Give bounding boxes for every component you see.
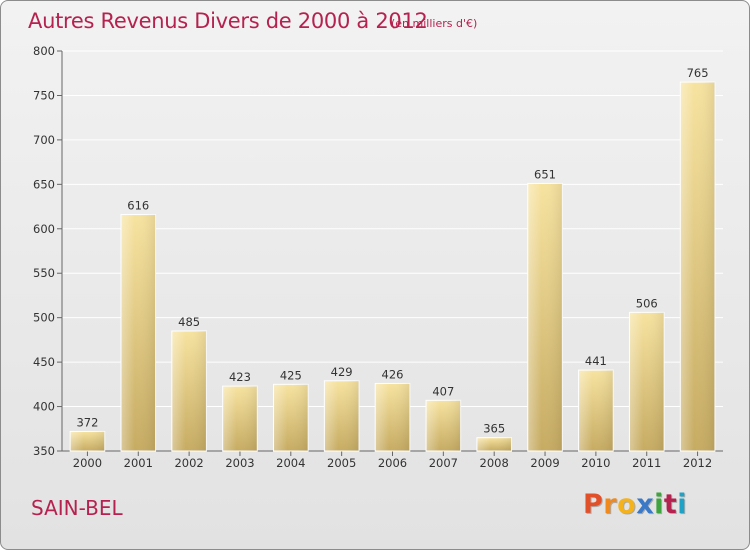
bar-shade-2005 <box>324 380 359 451</box>
data-label-2004: 425 <box>280 368 302 382</box>
axes: 350 400 450 500 550 600 650 700 750 800 2000 2001 20… <box>33 44 723 470</box>
y-tick-label: 450 <box>33 355 55 369</box>
data-label-2012: 765 <box>687 66 709 80</box>
x-tick-label-2008: 2008 <box>480 456 509 470</box>
logo-letter: x <box>636 489 655 520</box>
y-tick-label: 400 <box>33 400 55 414</box>
y-tick-label: 750 <box>33 88 55 102</box>
logo-letter: t <box>663 489 678 520</box>
chart-subtitle: (en milliers d'€) <box>391 17 478 30</box>
bars <box>69 81 716 452</box>
data-label-2001: 616 <box>127 199 149 213</box>
logo-letter: r <box>603 489 618 520</box>
bar-shade-2001 <box>120 214 156 451</box>
x-tick-label-2002: 2002 <box>174 456 203 470</box>
x-tick-label-2012: 2012 <box>683 456 712 470</box>
data-label-2007: 407 <box>432 384 454 398</box>
y-tick-label: 550 <box>33 266 55 280</box>
x-tick-label-2000: 2000 <box>73 456 102 470</box>
data-label-2005: 429 <box>331 365 353 379</box>
y-tick-label: 500 <box>33 311 55 325</box>
x-tick-label-2004: 2004 <box>276 456 305 470</box>
chart-title: Autres Revenus Divers de 2000 à 2012 <box>28 9 428 33</box>
x-tick-label-2003: 2003 <box>225 456 254 470</box>
data-label-2010: 441 <box>585 354 607 368</box>
bar-shade-2004 <box>273 384 309 451</box>
commune-name: SAIN-BEL <box>31 496 123 520</box>
bar-shade-2010 <box>578 370 614 451</box>
bar-shade-2011 <box>629 312 665 451</box>
proxiti-logo[interactable]: Proxiti <box>583 489 687 520</box>
y-tick-label: 600 <box>33 222 55 236</box>
labels: 372 616 485 423 425 429 426 407 365 651 441 506 765 <box>76 66 708 436</box>
data-label-2003: 423 <box>229 370 251 384</box>
x-tick-label-2005: 2005 <box>327 456 356 470</box>
data-label-2000: 372 <box>76 415 98 429</box>
data-label-2011: 506 <box>636 296 658 310</box>
x-tick-label-2007: 2007 <box>429 456 458 470</box>
bar-shade-2008 <box>476 437 512 451</box>
bar-shade-2006 <box>375 383 410 451</box>
data-label-2006: 426 <box>382 367 404 381</box>
bar-shade-2003 <box>222 386 258 451</box>
y-tick-label: 350 <box>33 444 55 458</box>
data-label-2008: 365 <box>483 422 505 436</box>
x-tick-label-2009: 2009 <box>530 456 559 470</box>
logo-letter: i <box>654 489 664 520</box>
y-tick-label: 800 <box>33 44 55 58</box>
y-tick-label: 650 <box>33 177 55 191</box>
x-tick-label-2010: 2010 <box>581 456 610 470</box>
data-label-2009: 651 <box>534 167 556 181</box>
logo-letter: i <box>677 489 688 520</box>
x-tick-label-2001: 2001 <box>124 456 153 470</box>
bar-shade-2002 <box>171 331 207 451</box>
bar-shade-2012 <box>680 82 715 451</box>
bar-shade-2007 <box>426 400 461 451</box>
x-tick-label-2011: 2011 <box>632 456 661 470</box>
data-label-2002: 485 <box>178 315 200 329</box>
bar-shade-2009 <box>527 183 563 451</box>
x-tick-label-2006: 2006 <box>378 456 407 470</box>
logo-letter: P <box>583 489 604 520</box>
logo-letter: o <box>617 489 637 520</box>
y-tick-label: 700 <box>33 133 55 147</box>
bar-shade-2000 <box>70 431 105 451</box>
